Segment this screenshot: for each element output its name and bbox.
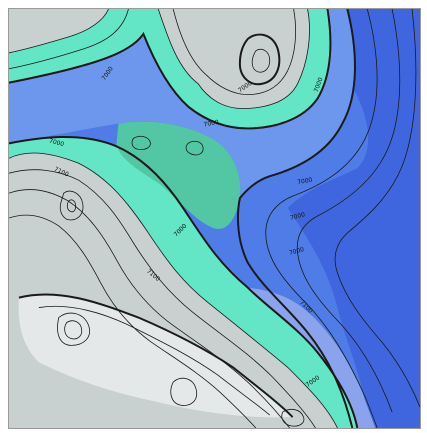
deep-blue-zone — [287, 9, 420, 428]
blue-channel — [9, 9, 355, 199]
highland-northeast — [158, 9, 310, 109]
contour-label: 7000 — [203, 119, 219, 129]
contour-map-canvas: 7000 7000 7000 7000 7000 7000 7000 7000 … — [9, 9, 420, 428]
topographic-map: 7000 7000 7000 7000 7000 7000 7000 7000 … — [8, 8, 421, 429]
contour-label: 7000 — [288, 246, 305, 257]
contour-label: 7000 — [313, 76, 325, 93]
pale-blue-southeast — [247, 287, 376, 428]
contour-lines — [9, 9, 420, 428]
highland-interior — [18, 294, 293, 418]
contour-label: 7000 — [289, 211, 306, 222]
teal-belt-north — [9, 9, 331, 129]
contour-label: 7000 — [297, 177, 313, 187]
contour-label: 7000 — [48, 138, 65, 149]
highland-northwest — [9, 9, 109, 53]
teal-belt-south — [9, 136, 358, 428]
